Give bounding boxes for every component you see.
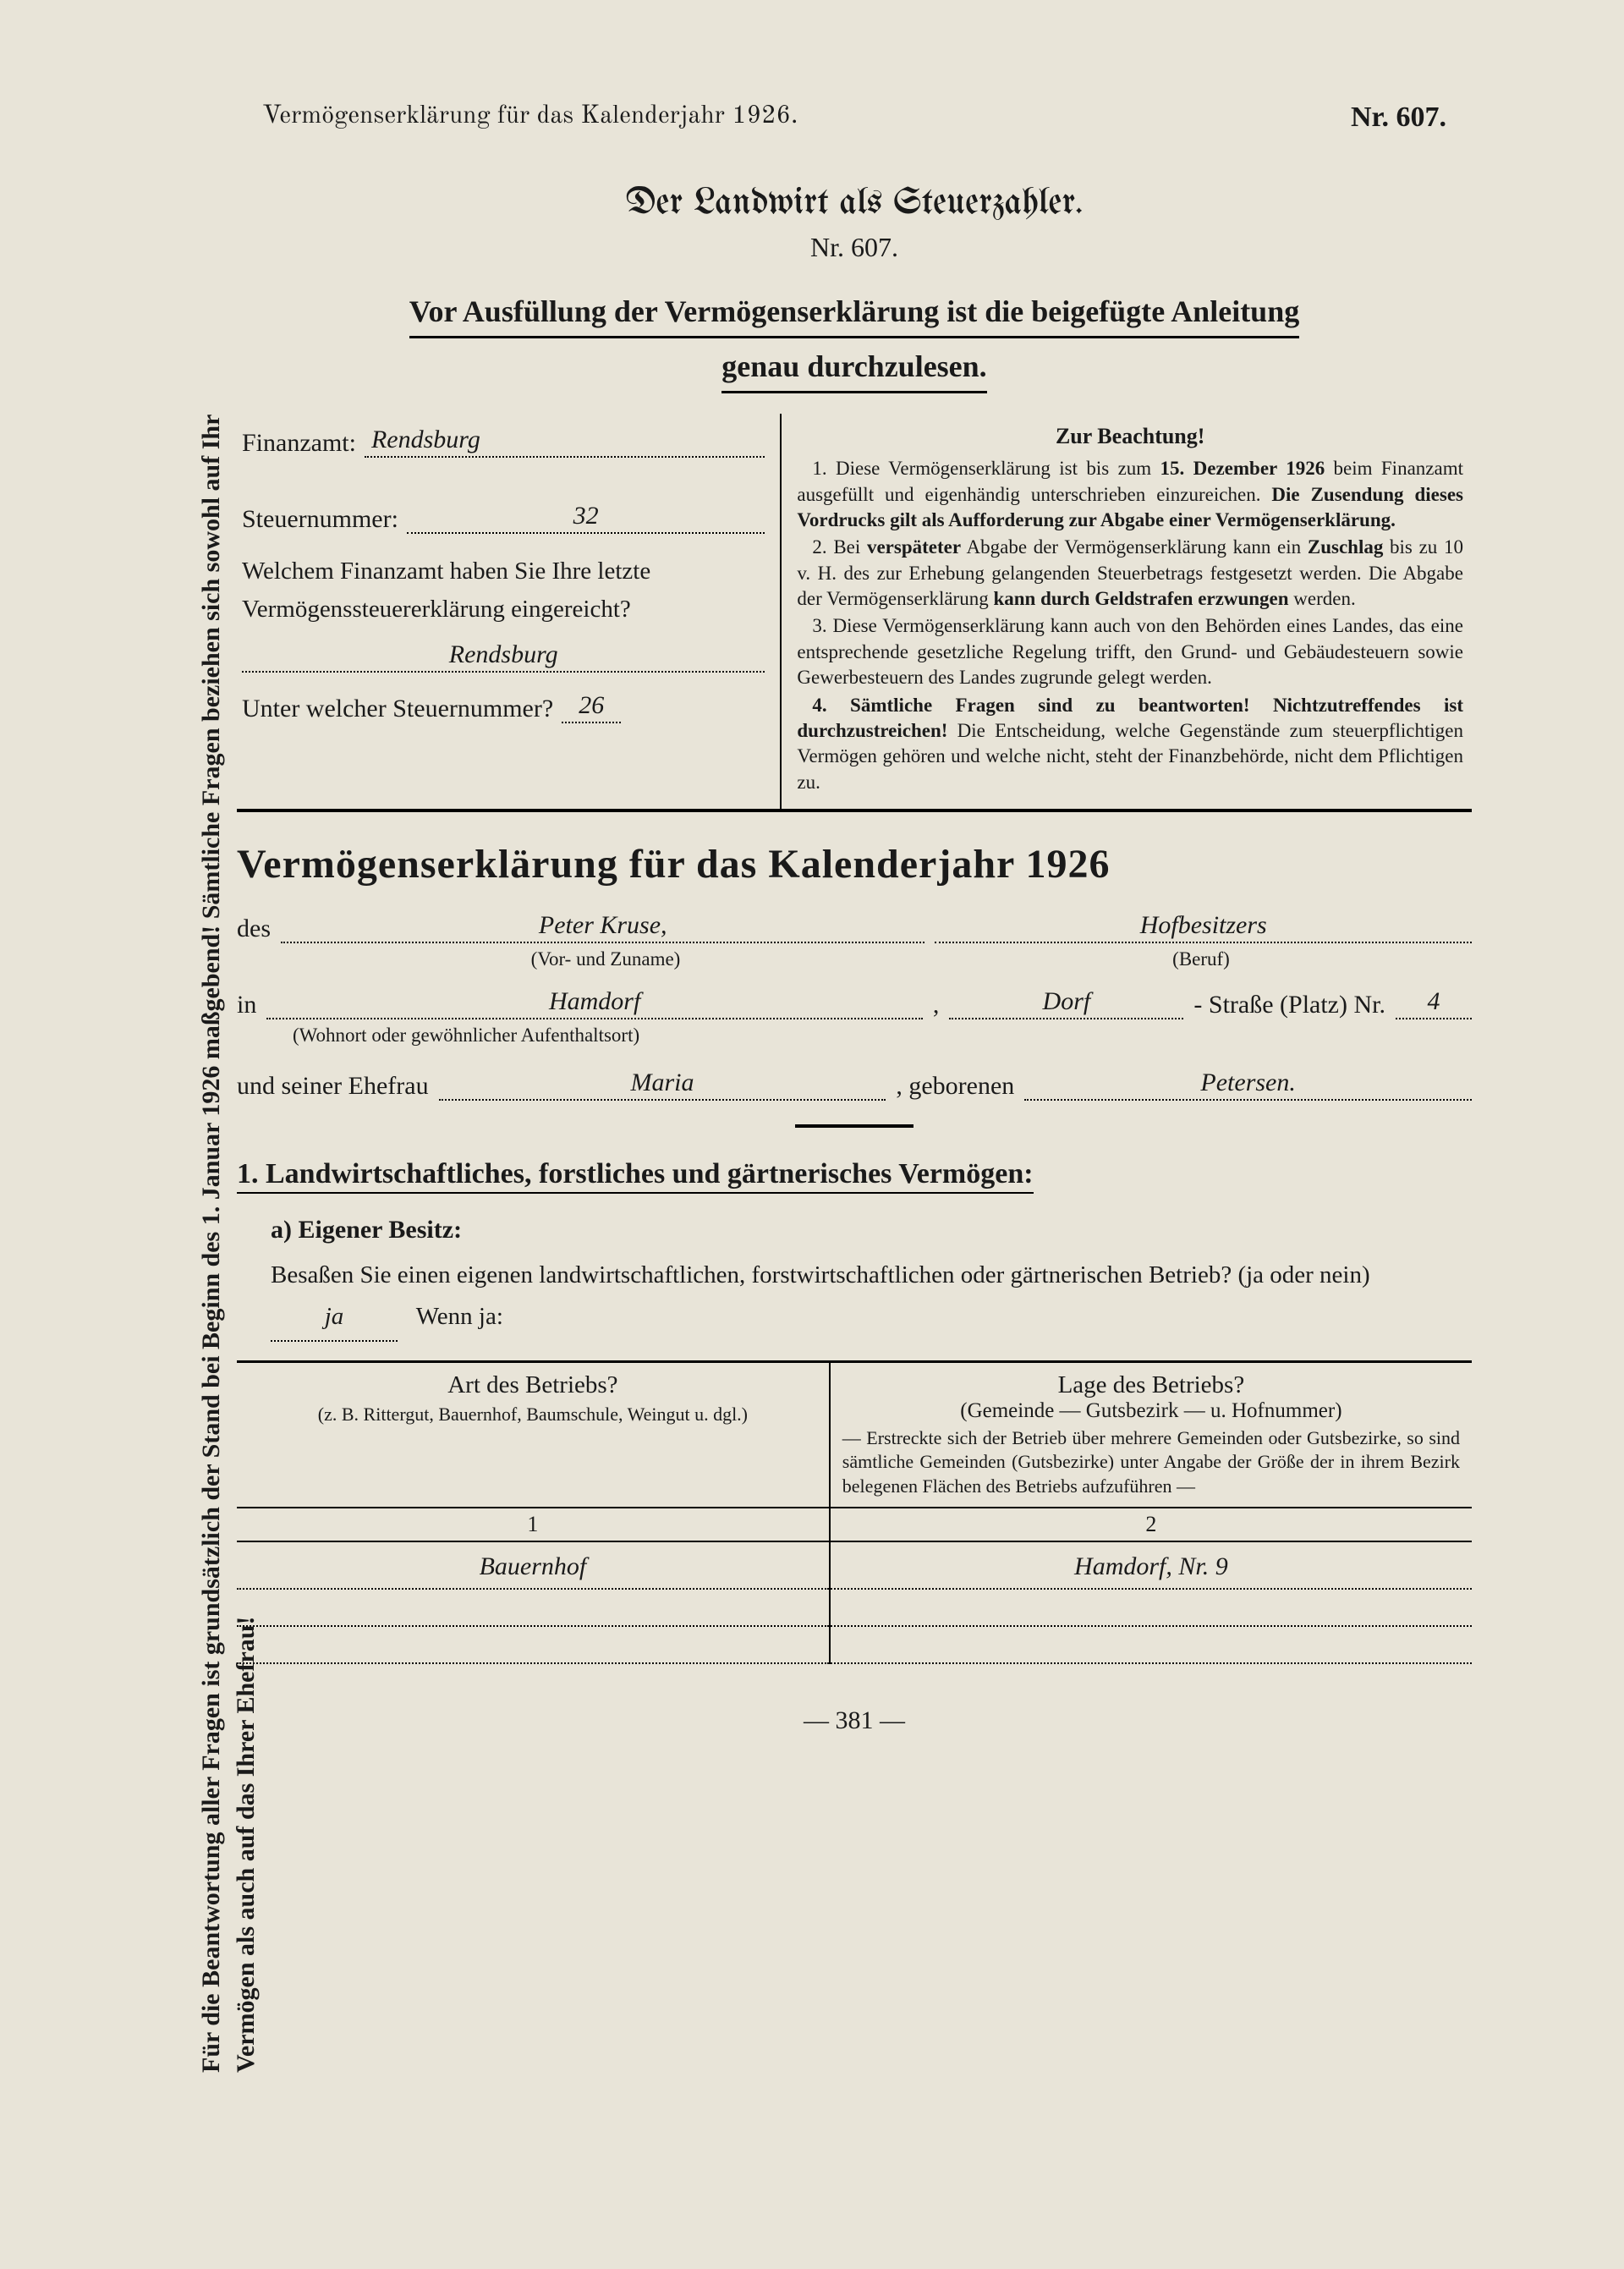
betrieb-lage: Hamdorf, Nr. 9	[830, 1541, 1472, 1589]
section-1: 1. Landwirtschaftliches, forstliches und…	[237, 1158, 1472, 1664]
col-num-1: 1	[237, 1508, 830, 1541]
running-head: Vermögenserklärung für das Kalenderjahr …	[237, 102, 1472, 134]
attention-box: Zur Beachtung! 1. Diese Vermögenserkläru…	[780, 414, 1472, 809]
subtitle-nr: Nr. 607.	[237, 232, 1472, 263]
hausnr: 4	[1396, 987, 1472, 1019]
prev-steuernr-value: 26	[562, 691, 621, 723]
instruction: Vor Ausfüllung der Vermögenserklärung is…	[237, 288, 1472, 393]
attention-heading: Zur Beachtung!	[797, 422, 1463, 451]
instruction-line2: genau durchzulesen.	[721, 343, 986, 393]
declarant-ort: Hamdorf	[266, 987, 923, 1019]
prev-finanzamt-value: Rendsburg	[242, 640, 765, 673]
declarant-beruf: Hofbesitzers	[935, 911, 1472, 943]
betrieb-table: Art des Betriebs? (z. B. Rittergut, Baue…	[237, 1360, 1472, 1665]
instruction-line1: Vor Ausfüllung der Vermögenserklärung is…	[409, 288, 1299, 338]
ehefrau-label: und seiner Ehefrau	[237, 1072, 429, 1101]
geborenen-label: , geborenen	[896, 1072, 1014, 1101]
col2-header: Lage des Betriebs? (Gemeinde — Gutsbezir…	[830, 1361, 1472, 1508]
running-title: Vermögenserklärung für das Kalenderjahr …	[262, 102, 798, 134]
page-number: — 381 —	[237, 1706, 1472, 1735]
betrieb-art: Bauernhof	[237, 1541, 830, 1589]
attention-p4: 4. Sämtliche Fragen sind zu beantworten!…	[797, 693, 1463, 795]
comma: ,	[933, 991, 940, 1019]
attention-p2: 2. Bei verspäteter Abgabe der Vermögense…	[797, 535, 1463, 612]
top-left: Finanzamt: Rendsburg Steuernummer: 32 We…	[237, 414, 780, 809]
vertical-margin-note: Für die Beantwortung aller Fragen ist gr…	[195, 398, 263, 2073]
section1-a-label: a) Eigener Besitz:	[271, 1216, 1472, 1244]
divider	[795, 1124, 914, 1128]
beruf-caption: (Beruf)	[930, 948, 1472, 970]
ehefrau-vorname: Maria	[439, 1069, 886, 1101]
strasse-label: - Straße (Platz) Nr.	[1193, 991, 1385, 1019]
answer-ja: ja	[271, 1296, 398, 1341]
prev-finanzamt-question: Welchem Finanzamt haben Sie Ihre letzte …	[242, 552, 765, 629]
blank-row	[237, 1626, 830, 1663]
top-box: Finanzamt: Rendsburg Steuernummer: 32 We…	[237, 414, 1472, 812]
col1-header: Art des Betriebs? (z. B. Rittergut, Baue…	[237, 1361, 830, 1508]
strasse-art: Dorf	[949, 987, 1183, 1019]
attention-p3: 3. Diese Vermögenserklärung kann auch vo…	[797, 613, 1463, 690]
ehefrau-geboren: Petersen.	[1024, 1069, 1472, 1101]
steuernr-label: Steuernummer:	[242, 505, 398, 534]
page: Vermögenserklärung für das Kalenderjahr …	[237, 102, 1472, 1735]
col-num-2: 2	[830, 1508, 1472, 1541]
declarant-name: Peter Kruse,	[281, 911, 924, 943]
ort-caption: (Wohnort oder gewöhnlicher Aufenthaltsor…	[267, 1025, 928, 1047]
attention-p1: 1. Diese Vermögenserklärung ist bis zum …	[797, 456, 1463, 533]
running-nr: Nr. 607.	[1351, 102, 1446, 134]
section1-question: Besaßen Sie einen eigenen landwirtschaft…	[271, 1255, 1472, 1342]
section1-heading: 1. Landwirtschaftliches, forstliches und…	[237, 1158, 1034, 1194]
name-caption: (Vor- und Zuname)	[281, 948, 930, 970]
declarant-block: des Peter Kruse, Hofbesitzers (Vor- und …	[237, 911, 1472, 1101]
blank-row	[237, 1589, 830, 1626]
steuernr-value: 32	[407, 502, 765, 534]
main-title: Vermögenserklärung für das Kalenderjahr …	[237, 841, 1472, 887]
chapter-title: Der Landwirt als Steuerzahler.	[237, 184, 1472, 223]
prev-steuernr-label: Unter welcher Steuernummer?	[242, 695, 553, 723]
finanzamt-value: Rendsburg	[365, 426, 765, 458]
